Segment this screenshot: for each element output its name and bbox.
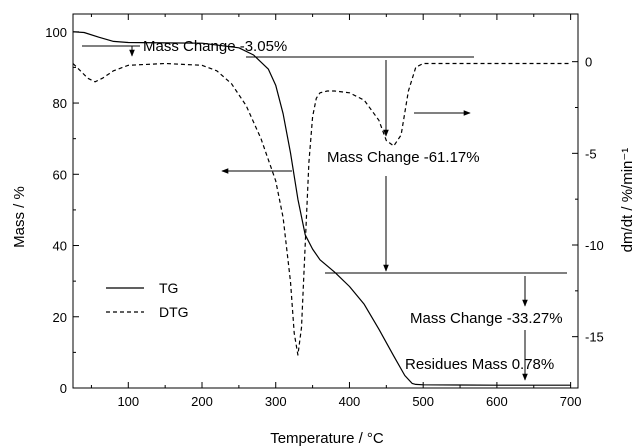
right-y-axis: 0 -5 -10 -15 bbox=[572, 55, 604, 345]
y2-tick-label: 0 bbox=[585, 55, 592, 70]
y-tick-label: 40 bbox=[53, 239, 67, 254]
plot-border bbox=[72, 13, 579, 389]
y2-tick-label: -5 bbox=[585, 146, 597, 161]
x-tick-label: 600 bbox=[486, 394, 508, 409]
y-tick-label: 80 bbox=[53, 96, 67, 111]
annotation-mass-change-3: Mass Change -33.27% bbox=[410, 310, 563, 327]
legend-tg-label: TG bbox=[159, 280, 178, 296]
annotation-mass-change-2: Mass Change -61.17% bbox=[327, 149, 480, 166]
annotation-lines bbox=[82, 45, 567, 381]
x-tick-label: 100 bbox=[117, 394, 139, 409]
x-tick-label: 200 bbox=[191, 394, 213, 409]
y2-tick-label: -10 bbox=[585, 238, 604, 253]
x-axis: 100 200 300 400 500 600 700 bbox=[90, 14, 582, 409]
x-tick-label: 300 bbox=[265, 394, 287, 409]
y-tick-label: 0 bbox=[60, 381, 67, 396]
x-tick-label: 500 bbox=[412, 394, 434, 409]
series-dtg-line bbox=[72, 62, 571, 356]
legend-dtg-label: DTG bbox=[159, 304, 189, 320]
annotation-mass-change-1: Mass Change -3.05% bbox=[143, 38, 287, 55]
y-tick-label: 60 bbox=[53, 167, 67, 182]
legend: TG DTG bbox=[106, 280, 189, 320]
plot-frame bbox=[72, 13, 579, 389]
y-axis-title: Mass / % bbox=[11, 186, 28, 248]
x-axis-title: Temperature / °C bbox=[270, 430, 384, 447]
y2-tick-label: -15 bbox=[585, 330, 604, 345]
annotation-residue: Residues Mass 0.78% bbox=[405, 356, 554, 373]
series-tg-line bbox=[72, 31, 571, 386]
y-tick-label: 20 bbox=[53, 310, 67, 325]
left-y-axis: 0 20 40 60 80 100 bbox=[45, 25, 79, 396]
series-layer bbox=[72, 31, 571, 386]
x-tick-label: 400 bbox=[339, 394, 361, 409]
x-tick-label: 700 bbox=[560, 394, 582, 409]
y2-axis-title: dm/dt / %/min⁻¹ bbox=[619, 148, 636, 253]
y-tick-label: 100 bbox=[45, 25, 67, 40]
